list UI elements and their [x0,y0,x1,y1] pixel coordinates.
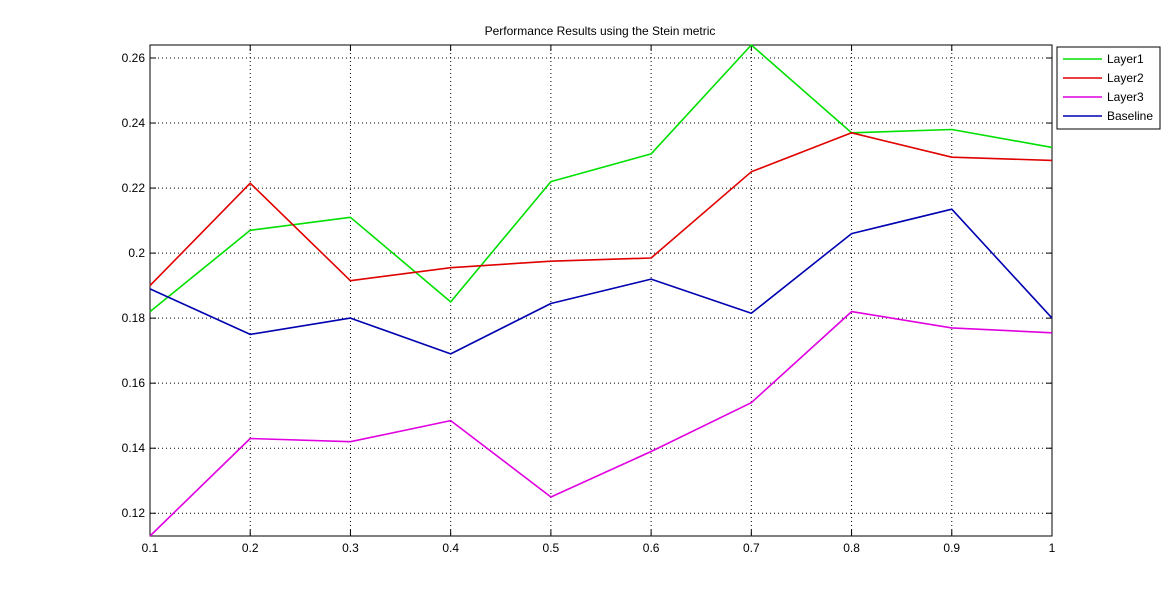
y-tick-label: 0.22 [122,181,146,195]
x-tick-label: 0.3 [342,541,359,555]
y-tick-label: 0.24 [122,116,146,130]
x-tick-label: 0.1 [142,541,159,555]
x-tick-label: 0.2 [242,541,259,555]
y-tick-label: 0.14 [122,441,146,455]
y-tick-label: 0.18 [122,311,146,325]
legend-label: Layer3 [1107,90,1144,104]
chart-title: Performance Results using the Stein metr… [485,24,716,38]
y-tick-label: 0.26 [122,51,146,65]
series-line-layer2 [149,132,1053,287]
x-tick-label: 0.6 [643,541,660,555]
legend-label: Layer2 [1107,71,1144,85]
x-tick-label: 0.8 [843,541,860,555]
legend-label: Layer1 [1107,52,1144,66]
y-tick-label: 0.16 [122,376,146,390]
series-line-baseline [149,208,1053,355]
series-line-layer3 [149,310,1053,537]
x-tick-label: 0.4 [442,541,459,555]
plot-area [149,44,1053,537]
y-tick-label: 0.2 [128,246,145,260]
axis-ticks: 0.1 0.2 0.3 0.4 0.5 0.6 0.7 0.8 0.9 1 0.12 0.14 0.16… [122,45,1056,555]
legend: Layer1 Layer2 Layer3 Baseline [1056,46,1161,130]
x-tick-label: 0.5 [543,541,560,555]
series-lines [149,44,1053,537]
x-tick-label: 1 [1049,541,1056,555]
y-tick-label: 0.12 [122,506,146,520]
legend-label: Baseline [1107,109,1153,123]
series-line-layer1 [149,44,1053,313]
x-tick-label: 0.7 [743,541,760,555]
x-tick-label: 0.9 [943,541,960,555]
